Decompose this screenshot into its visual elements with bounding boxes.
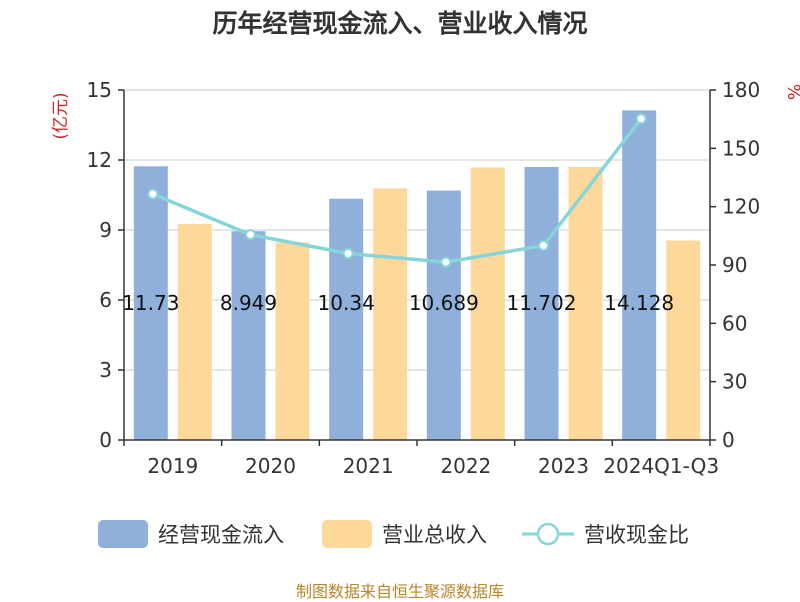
left-tick-label: 0	[99, 428, 112, 452]
bar-revenue	[373, 188, 408, 440]
legend-swatch-revenue	[322, 520, 372, 548]
bars	[133, 110, 701, 441]
x-tick-label: 2020	[245, 454, 296, 478]
bar-cash-inflow	[231, 231, 266, 440]
right-tick-label: 120	[722, 195, 760, 219]
bar-cash-inflow	[524, 166, 559, 440]
data-label-cash-inflow: 11.702	[507, 291, 577, 315]
bar-revenue	[470, 167, 505, 440]
bar-cash-inflow	[329, 198, 364, 440]
ratio-line	[147, 113, 647, 268]
ratio-point	[245, 229, 256, 241]
source-note: 制图数据来自恒生聚源数据库	[295, 582, 504, 601]
right-tick-label: 30	[722, 370, 747, 394]
x-tick-label: 2024Q1-Q3	[603, 454, 719, 478]
axes: 036912150306090120150180(亿元)%20192020202…	[51, 78, 800, 478]
right-tick-label: 90	[722, 253, 747, 277]
x-tick-label: 2019	[147, 454, 198, 478]
ratio-point	[440, 256, 452, 268]
right-tick-label: 180	[722, 78, 760, 102]
right-axis-unit: %	[783, 84, 800, 100]
right-tick-label: 0	[722, 428, 735, 452]
left-tick-label: 6	[99, 288, 112, 312]
bar-revenue	[666, 240, 701, 440]
right-tick-label: 60	[722, 311, 747, 335]
bar-revenue	[177, 223, 212, 440]
ratio-point	[538, 240, 549, 252]
data-labels: 11.73 8.949 10.34 10.689 11.702 14.128	[122, 291, 674, 315]
legend-label-revenue: 营业总收入	[382, 523, 487, 547]
left-tick-label: 15	[87, 78, 112, 102]
data-label-cash-inflow: 10.34	[318, 291, 375, 315]
left-tick-label: 3	[99, 358, 112, 382]
legend-swatch-cash-inflow	[98, 520, 148, 548]
bar-cash-inflow	[622, 110, 657, 440]
data-label-cash-inflow: 8.949	[220, 291, 277, 315]
ratio-point	[635, 113, 647, 125]
bar-cash-inflow	[133, 166, 168, 441]
ratio-series-line	[152, 117, 643, 264]
x-tick-label: 2021	[343, 454, 394, 478]
legend-label-cash-inflow: 经营现金流入	[158, 523, 284, 547]
bar-revenue	[568, 167, 603, 440]
legend-marker-ratio	[536, 522, 560, 546]
ratio-point	[147, 188, 159, 200]
legend: 经营现金流入 营业总收入 营收现金比	[98, 520, 689, 548]
data-label-cash-inflow: 10.689	[409, 291, 479, 315]
ratio-point	[342, 248, 354, 260]
gridlines	[124, 89, 710, 371]
legend-label-ratio: 营收现金比	[584, 523, 689, 547]
data-label-cash-inflow: 11.73	[122, 291, 179, 315]
chart-title: 历年经营现金流入、营业收入情况	[212, 9, 588, 38]
data-label-cash-inflow: 14.128	[604, 291, 674, 315]
x-tick-label: 2023	[538, 454, 589, 478]
left-tick-label: 12	[87, 148, 112, 172]
right-tick-label: 150	[722, 136, 760, 160]
left-tick-label: 9	[99, 218, 112, 242]
bar-cash-inflow	[426, 190, 461, 440]
left-axis-unit: (亿元)	[51, 92, 71, 139]
x-tick-label: 2022	[440, 454, 491, 478]
bar-revenue	[275, 242, 310, 440]
